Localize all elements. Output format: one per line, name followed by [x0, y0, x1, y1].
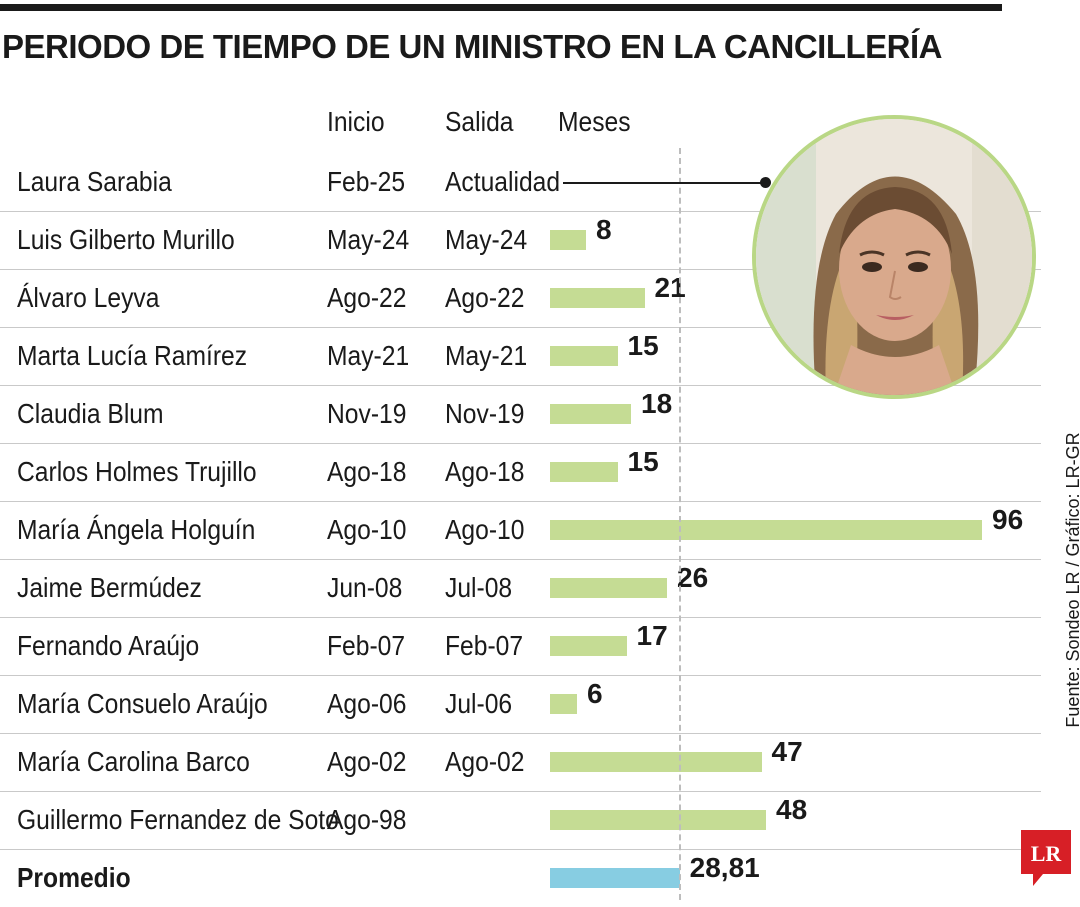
start-date: Ago-22 — [327, 282, 407, 313]
photo-leader-dot — [760, 177, 771, 188]
start-date: Ago-98 — [327, 804, 407, 835]
average-value-label: 28,81 — [689, 852, 760, 883]
top-rule — [0, 4, 1002, 11]
bar — [550, 578, 667, 598]
table-row: María Carolina Barco Ago-02 Ago-02 47 — [0, 733, 1080, 791]
minister-name: María Carolina Barco — [17, 746, 250, 777]
row-separator — [0, 617, 1041, 618]
row-separator — [0, 791, 1041, 792]
end-date: May-24 — [445, 224, 528, 255]
bar-value-label: 6 — [587, 678, 603, 709]
end-date: Jul-08 — [445, 572, 513, 603]
start-date: Feb-25 — [327, 166, 406, 197]
end-date: Ago-10 — [445, 514, 525, 545]
minister-name: Marta Lucía Ramírez — [17, 340, 248, 371]
end-date: Ago-02 — [445, 746, 525, 777]
table-row: Laura Sarabia Feb-25 Actualidad — [0, 153, 1080, 211]
column-header-meses: Meses — [558, 106, 631, 137]
row-separator — [0, 501, 1041, 502]
bar-value-label: 26 — [677, 562, 709, 593]
bar — [550, 694, 577, 714]
photo-leader-line — [563, 182, 766, 184]
minister-name: Luis Gilberto Murillo — [17, 224, 235, 255]
end-date: Feb-07 — [445, 630, 524, 661]
minister-name: Guillermo Fernandez de Soto — [17, 804, 339, 835]
average-reference-line — [678, 148, 681, 900]
minister-name: Jaime Bermúdez — [17, 572, 202, 603]
table-row: Carlos Holmes Trujillo Ago-18 Ago-18 15 — [0, 443, 1080, 501]
bar — [550, 288, 645, 308]
minister-name: Promedio — [17, 862, 131, 893]
bar — [550, 346, 618, 366]
bar-value-label: 18 — [641, 388, 673, 419]
bar — [550, 810, 766, 830]
bar — [550, 520, 982, 540]
average-bar — [550, 868, 680, 888]
bar-value-label: 96 — [992, 504, 1024, 535]
table-row: Marta Lucía Ramírez May-21 May-21 15 — [0, 327, 1080, 385]
minister-name: Laura Sarabia — [17, 166, 172, 197]
end-date: Nov-19 — [445, 398, 525, 429]
portrait-photo — [752, 115, 1036, 399]
row-separator — [0, 733, 1041, 734]
minister-name: Fernando Araújo — [17, 630, 200, 661]
start-date: Feb-07 — [327, 630, 406, 661]
bar-value-label: 15 — [627, 446, 659, 477]
chart-title: PERIODO DE TIEMPO DE UN MINISTRO EN LA C… — [2, 28, 942, 65]
bar — [550, 230, 586, 250]
bar — [550, 636, 627, 656]
portrait-illustration — [756, 119, 1032, 395]
row-separator — [0, 327, 1041, 328]
minister-name: María Ángela Holguín — [17, 514, 256, 545]
start-date: Ago-18 — [327, 456, 407, 487]
minister-name: Carlos Holmes Trujillo — [17, 456, 257, 487]
bar-value-label: 8 — [596, 214, 612, 245]
bar-value-label: 15 — [627, 330, 659, 361]
row-separator — [0, 443, 1041, 444]
row-separator — [0, 675, 1041, 676]
bar-value-label: 21 — [654, 272, 686, 303]
table-row: Luis Gilberto Murillo May-24 May-24 8 — [0, 211, 1080, 269]
end-date: Jul-06 — [445, 688, 513, 719]
bar-value-label: 47 — [771, 736, 803, 767]
table-row: Álvaro Leyva Ago-22 Ago-22 21 — [0, 269, 1080, 327]
end-date: Ago-18 — [445, 456, 525, 487]
minister-name: María Consuelo Araújo — [17, 688, 268, 719]
svg-text:LR: LR — [1031, 841, 1063, 866]
start-date: Nov-19 — [327, 398, 407, 429]
table-row: María Consuelo Araújo Ago-06 Jul-06 6 — [0, 675, 1080, 733]
row-separator — [0, 211, 1041, 212]
table-row: Claudia Blum Nov-19 Nov-19 18 — [0, 385, 1080, 443]
source-note: Fuente: Sondeo LR / Gráfico: LR-GR — [1063, 432, 1080, 728]
bar — [550, 752, 762, 772]
table-row: Guillermo Fernandez de Soto Ago-98 48 — [0, 791, 1080, 849]
row-separator — [0, 559, 1041, 560]
start-date: Ago-10 — [327, 514, 407, 545]
column-header-salida: Salida — [445, 106, 514, 137]
table-row: María Ángela Holguín Ago-10 Ago-10 96 — [0, 501, 1080, 559]
column-header-inicio: Inicio — [327, 106, 385, 137]
start-date: May-21 — [327, 340, 410, 371]
row-separator — [0, 385, 1041, 386]
row-separator — [0, 849, 1041, 850]
row-separator — [0, 269, 1041, 270]
end-date: Actualidad — [445, 166, 561, 197]
minister-name: Claudia Blum — [17, 398, 164, 429]
minister-name: Álvaro Leyva — [17, 282, 160, 313]
lr-logo: LR — [1021, 830, 1071, 886]
average-row: Promedio 28,81 — [0, 849, 1080, 907]
start-date: Jun-08 — [327, 572, 403, 603]
table-row: Jaime Bermúdez Jun-08 Jul-08 26 — [0, 559, 1080, 617]
start-date: Ago-06 — [327, 688, 407, 719]
table-row: Fernando Araújo Feb-07 Feb-07 17 — [0, 617, 1080, 675]
start-date: Ago-02 — [327, 746, 407, 777]
bar — [550, 462, 618, 482]
bar-value-label: 17 — [636, 620, 668, 651]
end-date: Ago-22 — [445, 282, 525, 313]
bar — [550, 404, 631, 424]
bar-value-label: 48 — [776, 794, 808, 825]
start-date: May-24 — [327, 224, 410, 255]
end-date: May-21 — [445, 340, 528, 371]
